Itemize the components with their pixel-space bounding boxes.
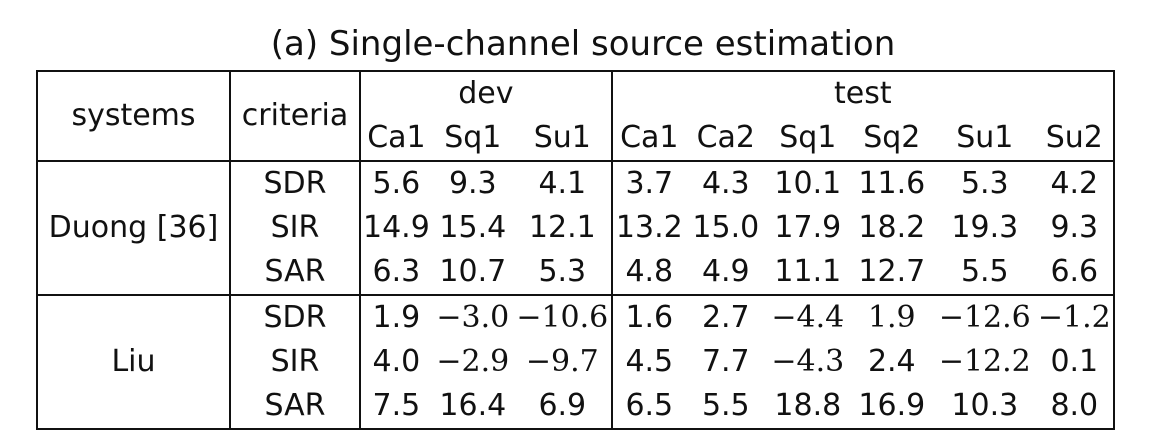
value-cell: 1.9 — [372, 300, 421, 335]
system-name: Liu — [37, 295, 231, 429]
header-test-col: Su1 — [933, 116, 1036, 162]
value-cell: 16.4 — [439, 388, 507, 423]
value-cell: 6.6 — [1035, 250, 1114, 296]
system-name: Duong [36] — [37, 161, 231, 296]
value-cell: −3.0 — [436, 300, 510, 335]
value-cell: −1.2 — [1037, 300, 1111, 335]
value-cell: 11.1 — [765, 250, 850, 296]
value-cell: 10.7 — [431, 250, 514, 296]
value-cell: 6.9 — [513, 384, 613, 429]
value-cell: 14.9 — [363, 210, 430, 245]
value-cell: 16.9 — [858, 388, 926, 423]
value-cell: −12.6 — [938, 300, 1031, 335]
header-row-sub: Ca1 Sq1 Su1 Ca1 Ca2 Sq1 Sq2 Su1 Su2 — [37, 116, 1114, 162]
value-cell: 15.0 — [692, 210, 760, 245]
header-test-col: Sq2 — [849, 116, 934, 162]
criterion-label: SAR — [230, 384, 361, 429]
value-cell: 4.0 — [372, 344, 421, 379]
value-cell: 19.3 — [951, 210, 1019, 245]
header-dev-col: Sq1 — [431, 116, 514, 162]
criterion-label: SAR — [230, 250, 361, 296]
header-dev: dev — [360, 71, 613, 116]
value-cell: 6.3 — [360, 250, 432, 296]
table-row: Liu SDR 1.9 −3.0 −10.6 1.6 2.7 −4.4 1.9 … — [37, 295, 1114, 429]
table-row: Duong [36] SDR 5.6 9.3 4.1 3.7 4.3 10.1 … — [37, 161, 1114, 296]
value-cell: 8.0 — [1050, 388, 1099, 423]
table-row: SIR 14.9 15.4 12.1 13.2 15.0 17.9 18.2 1… — [37, 206, 1114, 250]
results-table: systems criteria dev test Ca1 Sq1 Su1 Ca… — [36, 70, 1115, 430]
value-cell: 18.2 — [858, 210, 926, 245]
value-cell: 12.7 — [849, 250, 934, 296]
value-cell: 12.1 — [513, 206, 613, 250]
header-test-col: Su2 — [1035, 116, 1114, 162]
header-dev-col: Ca1 — [360, 116, 432, 162]
value-cell: 17.9 — [774, 210, 842, 245]
value-cell: 1.6 — [625, 300, 674, 335]
criterion-label: SDR — [230, 295, 361, 340]
value-cell: 3.7 — [625, 166, 674, 201]
value-cell: 0.1 — [1050, 344, 1099, 379]
header-row-top: systems criteria dev test — [37, 71, 1114, 162]
table-row: SAR 6.3 10.7 5.3 4.8 4.9 11.1 12.7 5.5 6… — [37, 250, 1114, 296]
value-cell: 5.5 — [701, 388, 750, 423]
criterion-label: SIR — [230, 340, 361, 384]
value-cell: −12.2 — [938, 344, 1031, 379]
value-cell: 10.3 — [951, 388, 1019, 423]
criterion-label: SIR — [230, 206, 361, 250]
header-test-col: Sq1 — [765, 116, 850, 162]
value-cell: 18.8 — [774, 388, 842, 423]
value-cell: 4.2 — [1050, 166, 1099, 201]
value-cell: 6.5 — [625, 388, 674, 423]
value-cell: 15.4 — [439, 210, 507, 245]
header-dev-col: Su1 — [513, 116, 613, 162]
value-cell: −9.7 — [513, 340, 613, 384]
value-cell: −2.9 — [436, 344, 510, 379]
value-cell: 9.3 — [1050, 210, 1099, 245]
value-cell: 7.5 — [372, 388, 421, 423]
value-cell: 4.1 — [513, 161, 613, 206]
header-criteria: criteria — [230, 71, 361, 162]
value-cell: 4.8 — [611, 250, 686, 296]
value-cell: 5.3 — [960, 166, 1009, 201]
value-cell: 4.5 — [625, 344, 674, 379]
header-systems: systems — [37, 71, 231, 162]
value-cell: 1.9 — [867, 300, 916, 335]
table-row: SAR 7.5 16.4 6.9 6.5 5.5 18.8 16.9 10.3 … — [37, 384, 1114, 429]
value-cell: 5.3 — [513, 250, 613, 296]
value-cell: 2.4 — [867, 344, 916, 379]
value-cell: −10.6 — [513, 295, 613, 340]
header-test-col: Ca2 — [685, 116, 766, 162]
table-caption: (a) Single-channel source estimation — [270, 24, 896, 64]
value-cell: −4.3 — [771, 344, 845, 379]
value-cell: 13.2 — [615, 210, 683, 245]
value-cell: 7.7 — [701, 344, 750, 379]
value-cell: 5.6 — [372, 166, 421, 201]
value-cell: 2.7 — [701, 300, 750, 335]
value-cell: 4.3 — [701, 166, 750, 201]
criterion-label: SDR — [230, 161, 361, 206]
value-cell: 11.6 — [858, 166, 926, 201]
header-test-col: Ca1 — [611, 116, 686, 162]
header-test: test — [833, 76, 892, 111]
value-cell: 4.9 — [685, 250, 766, 296]
value-cell: −4.4 — [771, 300, 845, 335]
value-cell: 9.3 — [448, 166, 497, 201]
table-row: SIR 4.0 −2.9 −9.7 4.5 7.7 −4.3 2.4 −12.2… — [37, 340, 1114, 384]
value-cell: 5.5 — [933, 250, 1036, 296]
value-cell: 10.1 — [774, 166, 842, 201]
